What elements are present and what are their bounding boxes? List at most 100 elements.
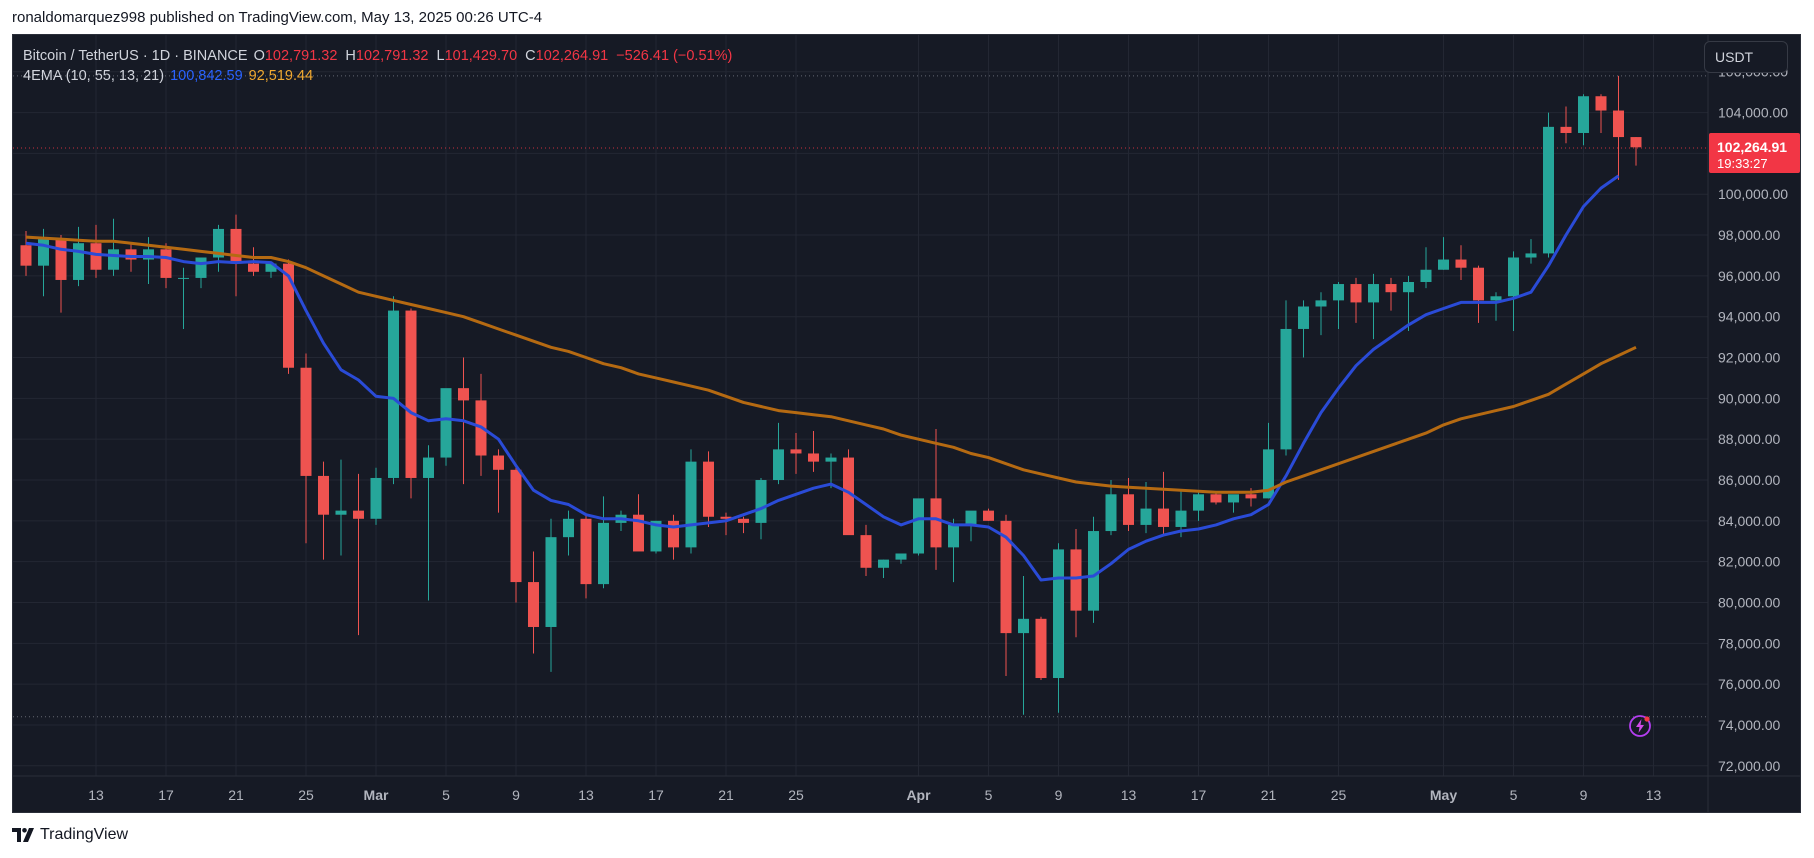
candle-body[interactable] [720,516,732,519]
candle-body[interactable] [458,388,469,401]
candle-body[interactable] [948,524,959,548]
candle-body[interactable] [1630,137,1642,148]
candle-body[interactable] [1455,259,1467,268]
candle-body[interactable] [1490,296,1502,301]
x-tick-label: 13 [1646,787,1662,803]
candlestick-chart[interactable]: 72,000.00 74,000.00 76,000.00 78,000.00 80,0… [13,35,1800,812]
candle-body[interactable] [38,239,49,266]
candle-body[interactable] [73,243,84,280]
candle-body[interactable] [318,475,329,515]
candle-body[interactable] [1525,253,1537,258]
candle-body[interactable] [1420,269,1432,282]
candle-body[interactable] [825,457,837,462]
candle-body[interactable] [160,249,172,278]
lightning-icon[interactable] [1628,714,1652,738]
candle-body[interactable] [213,228,224,258]
candle-body[interactable] [493,455,504,470]
candle-body[interactable] [143,249,154,260]
candle-body[interactable] [598,522,609,585]
candle-body[interactable] [248,263,259,272]
candle-body[interactable] [563,518,574,538]
candle-body[interactable] [790,449,802,454]
candle-body[interactable] [703,461,714,517]
candle-body[interactable] [755,480,767,523]
candle-body[interactable] [965,510,977,525]
candle-body[interactable] [1105,494,1117,532]
candle-body[interactable] [545,537,557,627]
candle-body[interactable] [580,518,592,585]
candle-body[interactable] [1473,267,1484,301]
candle-body[interactable] [335,510,347,515]
candle-body[interactable] [1053,549,1064,679]
candle-body[interactable] [1578,96,1589,133]
y-tick-label: 88,000.00 [1718,431,1780,447]
candle-body[interactable] [405,310,417,478]
symbol-title[interactable]: Bitcoin / TetherUS · 1D · BINANCE [23,48,248,64]
candle-body[interactable] [983,510,994,521]
candle-body[interactable] [1438,259,1449,270]
candle-body[interactable] [1350,284,1362,303]
candle-body[interactable] [283,263,294,368]
tradingview-footer[interactable]: TradingView [12,826,128,844]
candle-body[interactable] [668,520,679,548]
candle-body[interactable] [388,310,399,478]
chart-pane[interactable]: 72,000.00 74,000.00 76,000.00 78,000.00 80,0… [12,34,1801,813]
candle-body[interactable] [1298,306,1309,329]
candle-body[interactable] [1508,257,1519,297]
candle-body[interactable] [55,239,67,280]
candle-body[interactable] [913,498,924,554]
candle-body[interactable] [1613,110,1624,138]
candle-body[interactable] [860,535,872,568]
candle-body[interactable] [1315,300,1327,307]
candle-body[interactable] [1368,284,1379,303]
candle-body[interactable] [230,228,242,264]
candle-body[interactable] [685,461,697,548]
candle-body[interactable] [1228,494,1239,503]
candle-body[interactable] [1385,284,1397,293]
currency-button[interactable]: USDT [1704,41,1788,73]
candle-body[interactable] [300,367,312,476]
candle-body[interactable] [650,520,662,552]
candle-body[interactable] [20,245,32,266]
candle-body[interactable] [528,582,539,627]
candle-body[interactable] [1333,284,1344,301]
candle-body[interactable] [773,449,784,481]
candle-body[interactable] [1123,494,1134,525]
candle-body[interactable] [370,477,382,519]
candle-body[interactable] [90,243,102,270]
candle-body[interactable] [1280,328,1292,450]
candle-body[interactable] [265,263,277,272]
candle-body[interactable] [843,457,854,536]
candle-body[interactable] [930,498,942,548]
candle-body[interactable] [108,249,119,270]
candle-body[interactable] [353,510,364,519]
candle-body[interactable] [1140,508,1152,525]
candle-body[interactable] [1018,618,1029,634]
candle-body[interactable] [1210,494,1222,503]
candle-body[interactable] [178,277,189,279]
candle-body[interactable] [738,518,749,523]
candle-body[interactable] [510,469,522,583]
candle-body[interactable] [808,453,819,462]
candle-body[interactable] [1263,449,1274,499]
candle-body[interactable] [1158,508,1169,527]
indicator-title[interactable]: 4EMA (10, 55, 13, 21) [23,68,165,84]
candle-body[interactable] [1070,549,1082,611]
candle-body[interactable] [195,257,207,278]
candle-body[interactable] [1000,520,1012,634]
candle-body[interactable] [1193,494,1204,511]
candle-body[interactable] [895,553,907,560]
candle-body[interactable] [1245,494,1257,499]
candle-body[interactable] [1403,282,1414,293]
candle-body[interactable] [1035,618,1047,679]
candle-body[interactable] [1595,96,1607,111]
candle-body[interactable] [1088,531,1099,611]
candle-body[interactable] [633,514,644,552]
candle-body[interactable] [878,559,889,568]
candle-body[interactable] [1175,510,1187,527]
candle-body[interactable] [1543,126,1554,254]
candle-body[interactable] [125,249,137,260]
candle-body[interactable] [1560,126,1572,133]
candle-body[interactable] [423,457,434,478]
candle-body[interactable] [440,388,452,458]
